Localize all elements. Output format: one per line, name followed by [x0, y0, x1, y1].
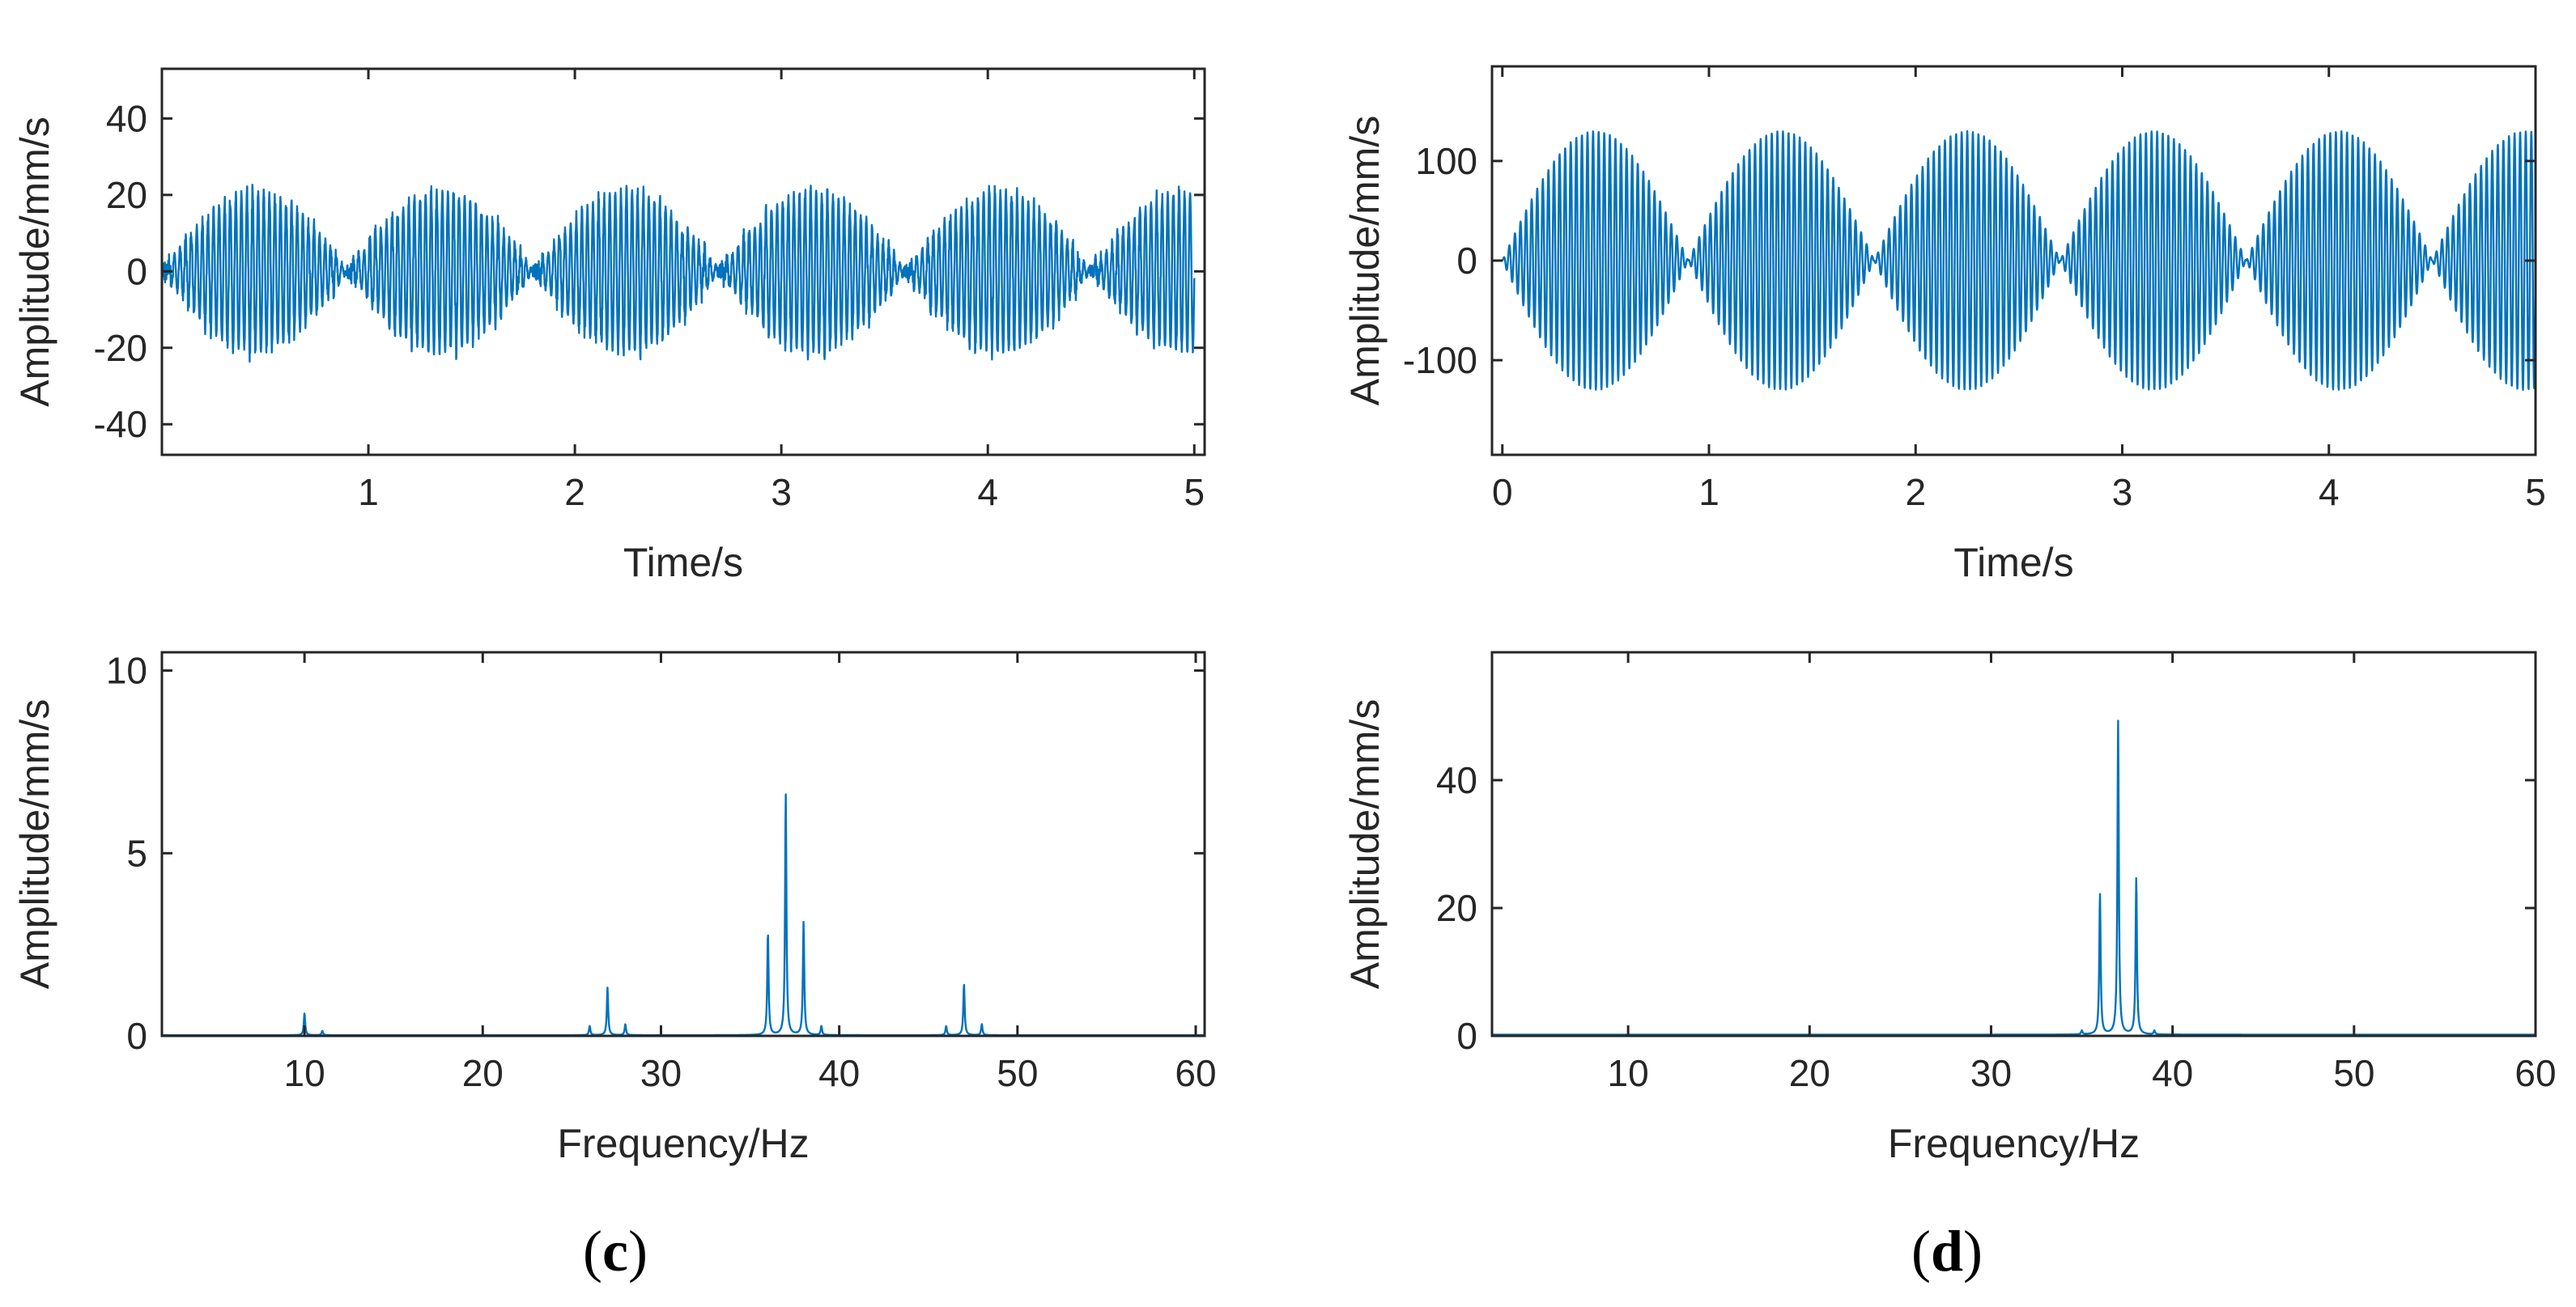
y-tick-label: -20	[94, 327, 147, 369]
x-tick-label: 1	[358, 471, 379, 513]
x-tick-label: 60	[1175, 1052, 1216, 1094]
series-line-amplitude-spectrum	[1492, 719, 2536, 1036]
x-tick-label: 4	[977, 471, 998, 513]
y-tick-label: 100	[1415, 140, 1477, 182]
x-tick-label: 60	[2514, 1052, 2556, 1094]
x-tick-label: 30	[1970, 1052, 2012, 1094]
axes-box	[1490, 651, 2537, 1038]
x-tick-label: 50	[997, 1052, 1038, 1094]
x-tick-label: 1	[1698, 471, 1719, 513]
x-tick-label: 20	[1789, 1052, 1830, 1094]
panel-d-frequency: 10 20 30 40 50 60 0 20 40 Frequency/Hz Amplitude/m…	[1342, 651, 2557, 1166]
y-tick-label: 40	[1436, 759, 1477, 801]
x-axis-label: Time/s	[1953, 540, 2073, 585]
x-tick-label: 10	[284, 1052, 325, 1094]
x-tick-label: 2	[1905, 471, 1926, 513]
panel-d-time: 0 1 2 3 4 5 -100 0 100 Time/s Amplitude/mm/s	[1342, 65, 2546, 585]
y-tick-label: 0	[1456, 240, 1477, 282]
x-tick-label: 3	[771, 471, 792, 513]
x-axis-label: Time/s	[623, 540, 743, 585]
x-tick-label: 10	[1608, 1052, 1649, 1094]
x-axis-label: Frequency/Hz	[1888, 1121, 2140, 1166]
x-tick-label: 50	[2333, 1052, 2374, 1094]
x-tick-label: 40	[818, 1052, 860, 1094]
y-tick-label: 0	[1456, 1015, 1477, 1057]
x-tick-label: 30	[640, 1052, 682, 1094]
y-tick-label: 10	[106, 650, 147, 692]
y-tick-label: -40	[94, 403, 147, 445]
panel-c-frequency: 10 20 30 40 50 60 0 5 10 Frequency/Hz Amplitude/mm…	[12, 650, 1217, 1166]
y-tick-label: 5	[126, 832, 147, 874]
x-tick-label: 5	[1184, 471, 1205, 513]
x-axis-label: Frequency/Hz	[557, 1121, 809, 1166]
y-tick-label: 20	[106, 174, 147, 216]
series-line-velocity	[1501, 129, 2536, 392]
x-tick-label: 0	[1492, 471, 1513, 513]
x-tick-label: 5	[2525, 471, 2546, 513]
x-tick-label: 40	[2152, 1052, 2193, 1094]
y-tick-label: 0	[126, 250, 147, 292]
y-tick-label: 0	[126, 1015, 147, 1057]
x-tick-label: 20	[462, 1052, 504, 1094]
series-line-velocity	[162, 184, 1196, 363]
y-tick-label: 20	[1436, 887, 1477, 929]
panel-c-time: 1 2 3 4 5 -40 -20 0 20 40 Time/s Amplitude/mm/s	[12, 67, 1206, 585]
y-tick-label: 40	[106, 97, 147, 139]
x-tick-label: 4	[2319, 471, 2340, 513]
axes-box	[160, 651, 1206, 1038]
axes-box	[160, 67, 1206, 456]
y-axis-label: Amplitude/mm/s	[12, 117, 57, 406]
x-tick-label: 2	[564, 471, 585, 513]
y-axis-label: Amplitude/mm/s	[1342, 116, 1388, 405]
caption-c: (c)	[583, 1219, 648, 1284]
y-axis-label: Amplitude/mm/s	[12, 699, 57, 989]
y-axis-label: Amplitude/mm/s	[1342, 699, 1388, 989]
y-tick-label: -100	[1403, 339, 1477, 381]
caption-d: (d)	[1911, 1219, 1983, 1284]
x-tick-label: 3	[2112, 471, 2133, 513]
